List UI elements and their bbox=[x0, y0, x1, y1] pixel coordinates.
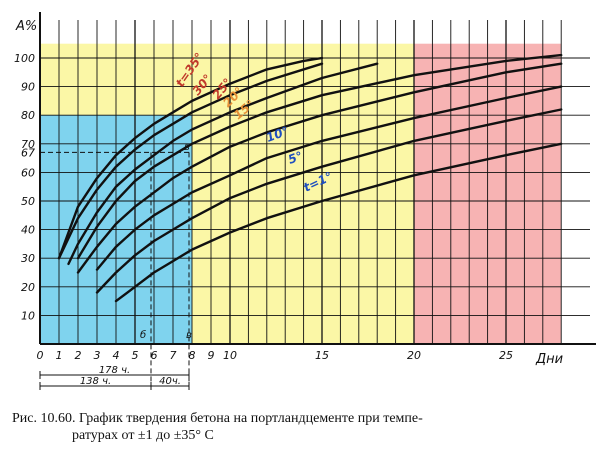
annotations-layer: в б в 178 ч.138 ч. 40ч. bbox=[39, 142, 192, 390]
y-tick-label: 90 bbox=[21, 81, 35, 94]
x-tick-label: 4 bbox=[113, 349, 120, 362]
point-v-label: в bbox=[184, 142, 190, 153]
curve-label: 5° bbox=[286, 149, 304, 167]
y-tick-label: 80 bbox=[21, 109, 35, 122]
x-tick-label: 15 bbox=[315, 349, 329, 362]
curve-line bbox=[95, 108, 563, 294]
curve-line bbox=[76, 62, 563, 274]
y-tick-label: 20 bbox=[21, 281, 35, 294]
y-tick-label: 30 bbox=[21, 252, 35, 265]
y-tick-label: 50 bbox=[21, 195, 35, 208]
y-tick-label: 60 bbox=[21, 166, 35, 179]
curve-line bbox=[67, 62, 379, 266]
curve-line bbox=[114, 142, 563, 303]
curve-line bbox=[76, 53, 563, 260]
x-tick-label: 20 bbox=[407, 349, 421, 362]
point-v-bottom-label: в bbox=[186, 330, 192, 341]
x-tick-label: 7 bbox=[170, 349, 177, 362]
x-tick-label: 9 bbox=[208, 349, 215, 362]
x-tick-label: 1 bbox=[56, 349, 63, 362]
x-tick-label: 6 bbox=[151, 349, 158, 362]
x-tick-label: 2 bbox=[75, 349, 82, 362]
x-axis-label: Дни bbox=[535, 352, 563, 367]
curve-line bbox=[57, 62, 324, 260]
y-tick-label: 100 bbox=[14, 52, 35, 65]
duration-40-label: 40ч. bbox=[159, 376, 181, 387]
y-tick-label: 67 bbox=[21, 146, 35, 159]
x-tick-label: 8 bbox=[189, 349, 196, 362]
x-tick-label: 0 bbox=[37, 349, 44, 362]
y-tick-label: 10 bbox=[21, 309, 35, 322]
caption-line-2: ратурах от ±1 до ±35° С bbox=[72, 428, 214, 443]
x-tick-label: 3 bbox=[94, 349, 101, 362]
curve-line bbox=[95, 85, 563, 271]
y-axis-label: A% bbox=[15, 19, 37, 34]
x-tick-label: 25 bbox=[499, 349, 513, 362]
figure-caption: Рис. 10.60. График твердения бетона на п… bbox=[12, 410, 592, 444]
x-tick-label: 5 bbox=[132, 349, 139, 362]
tick-labels: 0 1 2 3 4 5 6 7 8 9 10 15 20 251020304050606770809010… bbox=[14, 52, 513, 362]
duration-178-label: 178 ч. bbox=[99, 365, 130, 376]
caption-line-1: Рис. 10.60. График твердения бетона на п… bbox=[12, 411, 423, 426]
point-b-label: б bbox=[140, 329, 146, 341]
y-tick-label: 70 bbox=[21, 138, 35, 151]
curve-line bbox=[57, 56, 324, 260]
duration-138-label: 138 ч. bbox=[80, 376, 111, 387]
chart-axes bbox=[39, 12, 596, 345]
y-tick-label: 40 bbox=[21, 224, 35, 237]
x-tick-label: 10 bbox=[223, 349, 237, 362]
